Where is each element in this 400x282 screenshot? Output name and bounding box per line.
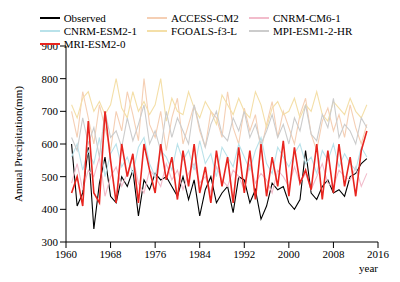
svg-text:1968: 1968 xyxy=(100,248,123,260)
svg-text:1992: 1992 xyxy=(233,248,255,260)
html-text:CNRM-CM6-1: CNRM-CM6-1 xyxy=(272,12,341,24)
svg-text:1976: 1976 xyxy=(144,248,167,260)
svg-text:300: 300 xyxy=(42,236,59,248)
svg-text:1960: 1960 xyxy=(55,248,78,260)
svg-text:400: 400 xyxy=(42,203,59,215)
html-text:CNRM-ESM2-1: CNRM-ESM2-1 xyxy=(63,25,137,37)
html-text:MPI-ESM1-2-HR: MPI-ESM1-2-HR xyxy=(272,25,353,37)
svg-text:year: year xyxy=(359,262,378,274)
svg-text:2008: 2008 xyxy=(322,248,345,260)
svg-text:2000: 2000 xyxy=(278,248,301,260)
svg-text:700: 700 xyxy=(42,105,59,117)
svg-text:600: 600 xyxy=(42,138,59,150)
svg-text:800: 800 xyxy=(42,73,59,85)
html-text:FGOALS-f3-L: FGOALS-f3-L xyxy=(171,25,237,37)
html-text:Observed: Observed xyxy=(63,12,106,24)
svg-text:1984: 1984 xyxy=(189,248,212,260)
html-text:MRI-ESM2-0: MRI-ESM2-0 xyxy=(63,38,126,50)
svg-text:Annual Precipitation(mm): Annual Precipitation(mm) xyxy=(12,86,25,202)
svg-text:500: 500 xyxy=(42,171,59,183)
html-text:ACCESS-CM2: ACCESS-CM2 xyxy=(171,12,239,24)
svg-text:2016: 2016 xyxy=(367,248,390,260)
svg-text:900: 900 xyxy=(42,40,59,52)
